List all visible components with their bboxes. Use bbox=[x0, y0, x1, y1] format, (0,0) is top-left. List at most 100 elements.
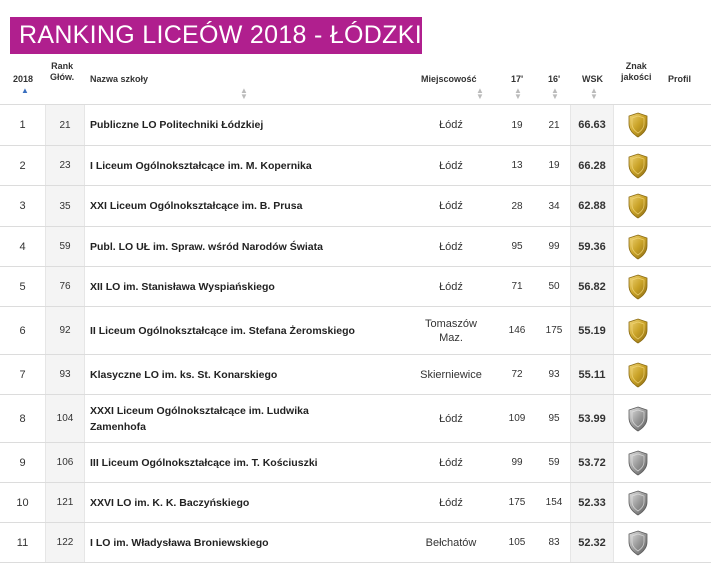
rank-2017-cell: 146 bbox=[508, 325, 526, 336]
city-cell: Łódź bbox=[439, 280, 463, 293]
wsk-score-cell: 66.28 bbox=[570, 146, 614, 185]
gold-shield-icon bbox=[618, 307, 658, 354]
wsk-score-cell: 59.36 bbox=[570, 227, 614, 266]
rank-2016-cell: 34 bbox=[548, 200, 560, 212]
table-row[interactable]: 11 122 I LO im. Władysława Broniewskiego Be… bbox=[0, 522, 711, 563]
rank-cell: 11 bbox=[16, 536, 29, 549]
silver-shield-icon bbox=[618, 395, 658, 442]
wsk-score-cell: 56.82 bbox=[570, 267, 614, 306]
table-row[interactable]: 9 106 III Liceum Ogólnokształcące im. T. K… bbox=[0, 442, 711, 482]
column-header-y17[interactable]: 17' bbox=[511, 74, 524, 84]
page-title-banner: RANKING LICEÓW 2018 - ŁÓDZKIE bbox=[10, 17, 439, 54]
rank-2016-cell: 19 bbox=[548, 160, 560, 171]
gold-shield-icon bbox=[618, 105, 658, 145]
rank-cell: 1 bbox=[19, 119, 26, 131]
rank-2016-cell: 154 bbox=[545, 497, 563, 508]
table-row[interactable]: 5 76 XII LO im. Stanisława Wyspiańskiego Łó… bbox=[0, 266, 711, 306]
rank-2016-cell: 93 bbox=[548, 369, 560, 380]
rank-2017-cell: 19 bbox=[511, 119, 523, 131]
rank-2017-cell: 95 bbox=[511, 241, 523, 252]
school-name-cell[interactable]: XII LO im. Stanisława Wyspiańskiego bbox=[90, 280, 275, 293]
city-cell: Skierniewice bbox=[420, 368, 482, 381]
gold-shield-icon bbox=[618, 355, 658, 394]
school-name-cell[interactable]: II Liceum Ogólnokształcące im. Stefana Ż… bbox=[90, 324, 355, 337]
table-row[interactable]: 8 104 XXXI Liceum Ogólnokształcące im. Lud… bbox=[0, 394, 711, 442]
column-header-y16[interactable]: 16' bbox=[548, 74, 561, 84]
rank-2016-cell: 21 bbox=[548, 119, 560, 131]
rank-cell: 5 bbox=[19, 280, 26, 293]
sort-both-icon[interactable]: ▲ ▼ bbox=[240, 86, 248, 101]
table-header: 2018 ▲ Rank Głów. Nazwa szkoły ▲ ▼ Miejs… bbox=[0, 58, 711, 105]
column-header-name[interactable]: Nazwa szkoły bbox=[90, 74, 149, 84]
rank-2016-cell: 99 bbox=[548, 241, 560, 252]
rank-glow-cell: 93 bbox=[45, 355, 85, 394]
wsk-score-cell: 53.72 bbox=[570, 443, 614, 482]
city-cell: Łódź bbox=[439, 412, 463, 425]
table-row[interactable]: 6 92 II Liceum Ogólnokształcące im. Stefan… bbox=[0, 306, 711, 354]
school-name-cell[interactable]: Publiczne LO Politechniki Łódzkiej bbox=[90, 119, 264, 131]
rank-glow-cell: 59 bbox=[45, 227, 85, 266]
sort-both-icon[interactable]: ▲ ▼ bbox=[514, 86, 522, 101]
school-name-cell[interactable]: I LO im. Władysława Broniewskiego bbox=[90, 536, 269, 549]
wsk-score-cell: 53.99 bbox=[570, 395, 614, 442]
rank-cell: 3 bbox=[19, 200, 26, 212]
table-row[interactable]: 4 59 Publ. LO UŁ im. Spraw. wśród Narodów … bbox=[0, 226, 711, 266]
rank-2017-cell: 71 bbox=[511, 281, 523, 292]
city-cell: Łódź bbox=[439, 159, 463, 172]
city-cell: Łódź bbox=[439, 240, 463, 253]
table-row[interactable]: 1 21 Publiczne LO Politechniki Łódzkiej Łód… bbox=[0, 104, 711, 145]
column-header-profile: Profil bbox=[668, 74, 692, 84]
city-cell: Łódź bbox=[439, 119, 463, 131]
school-name-cell[interactable]: III Liceum Ogólnokształcące im. T. Kości… bbox=[90, 456, 318, 469]
rank-glow-cell: 92 bbox=[45, 307, 85, 354]
school-name-cell[interactable]: I Liceum Ogólnokształcące im. M. Koperni… bbox=[90, 159, 312, 172]
gold-shield-icon bbox=[618, 186, 658, 226]
school-name-cell[interactable]: XXXI Liceum Ogólnokształcące im. Ludwika… bbox=[90, 404, 309, 433]
city-cell: Tomaszów Maz. bbox=[425, 317, 477, 344]
table-row[interactable]: 7 93 Klasyczne LO im. ks. St. Konarskiego S… bbox=[0, 354, 711, 394]
rank-glow-cell: 21 bbox=[45, 105, 85, 145]
silver-shield-icon bbox=[618, 523, 658, 562]
city-cell: Łódź bbox=[439, 200, 463, 212]
rank-glow-cell: 106 bbox=[45, 443, 85, 482]
column-header-rank[interactable]: 2018 bbox=[13, 74, 34, 84]
school-name-cell[interactable]: Publ. LO UŁ im. Spraw. wśród Narodów Świ… bbox=[90, 240, 323, 253]
rank-2017-cell: 13 bbox=[511, 160, 523, 171]
column-header-rank-glow[interactable]: Rank Głów. bbox=[50, 61, 75, 82]
city-cell: Łódź bbox=[439, 496, 463, 509]
school-name-cell[interactable]: Klasyczne LO im. ks. St. Konarskiego bbox=[90, 368, 278, 381]
gold-shield-icon bbox=[618, 227, 658, 266]
rank-cell: 4 bbox=[19, 240, 26, 253]
gold-shield-icon bbox=[618, 267, 658, 306]
silver-shield-icon bbox=[618, 483, 658, 522]
rank-2016-cell: 83 bbox=[548, 537, 560, 548]
rank-glow-cell: 121 bbox=[45, 483, 85, 522]
rank-cell: 2 bbox=[19, 159, 26, 172]
sort-asc-icon[interactable]: ▲ bbox=[21, 86, 29, 95]
sort-both-icon[interactable]: ▲ ▼ bbox=[590, 86, 598, 101]
rank-cell: 10 bbox=[16, 496, 29, 509]
rank-2016-cell: 50 bbox=[548, 281, 560, 292]
rank-glow-cell: 76 bbox=[45, 267, 85, 306]
rank-2016-cell: 59 bbox=[548, 457, 560, 468]
rank-2017-cell: 105 bbox=[508, 537, 526, 548]
wsk-score-cell: 62.88 bbox=[570, 186, 614, 226]
sort-both-icon[interactable]: ▲ ▼ bbox=[476, 86, 484, 101]
rank-cell: 6 bbox=[19, 324, 26, 337]
table-row[interactable]: 3 35 XXI Liceum Ogólnokształcące im. B. Pr… bbox=[0, 185, 711, 226]
rank-glow-cell: 122 bbox=[45, 523, 85, 562]
rank-glow-cell: 35 bbox=[45, 186, 85, 226]
column-header-wsk[interactable]: WSK bbox=[582, 74, 603, 84]
school-name-cell[interactable]: XXI Liceum Ogólnokształcące im. B. Prusa bbox=[90, 200, 303, 212]
rank-2016-cell: 175 bbox=[545, 325, 563, 336]
sort-both-icon[interactable]: ▲ ▼ bbox=[551, 86, 559, 101]
rank-cell: 9 bbox=[19, 456, 26, 469]
gold-shield-icon bbox=[618, 146, 658, 185]
column-header-city[interactable]: Miejscowość bbox=[421, 74, 477, 84]
school-name-cell[interactable]: XXVI LO im. K. K. Baczyńskiego bbox=[90, 496, 250, 509]
table-row[interactable]: 10 121 XXVI LO im. K. K. Baczyńskiego Łódź 1… bbox=[0, 482, 711, 522]
wsk-score-cell: 55.19 bbox=[570, 307, 614, 354]
table-row[interactable]: 2 23 I Liceum Ogólnokształcące im. M. Kope… bbox=[0, 145, 711, 185]
wsk-score-cell: 55.11 bbox=[570, 355, 614, 394]
wsk-score-cell: 52.32 bbox=[570, 523, 614, 562]
